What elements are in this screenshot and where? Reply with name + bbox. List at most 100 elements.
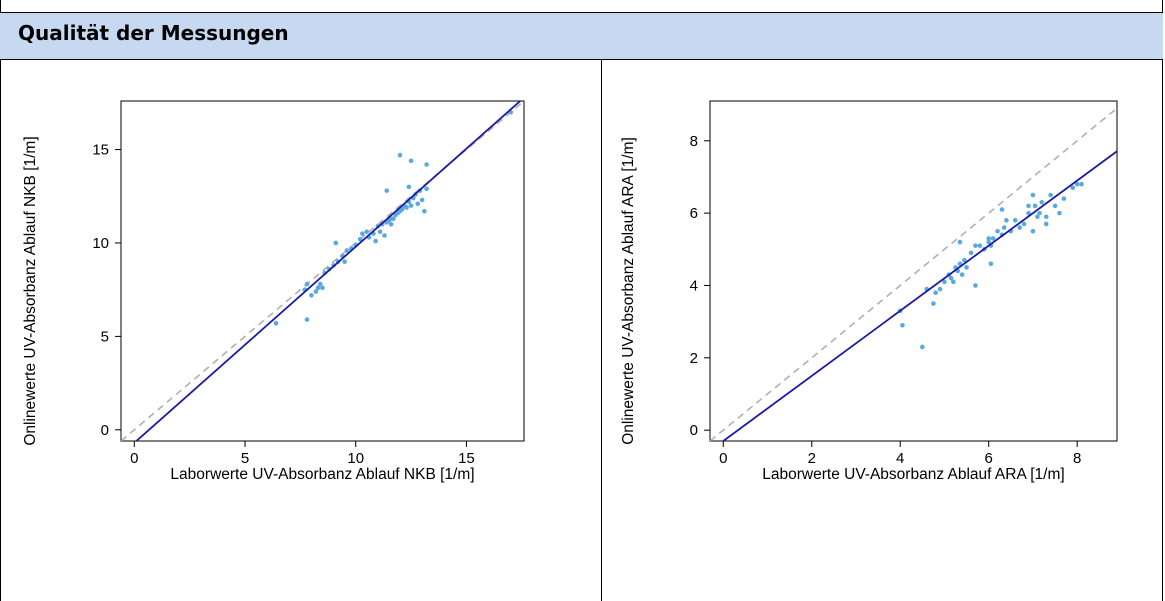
chart-panel-ara: 0 2 4 6 8 0 2 4 6 8 Laborwerte UV-Absorbanz Ablauf…	[612, 61, 1165, 501]
data-point	[1032, 203, 1038, 209]
x-tick-label: 15	[458, 450, 475, 467]
data-point	[1012, 218, 1018, 223]
data-point	[315, 285, 321, 291]
data-point	[962, 257, 967, 263]
data-point	[1039, 199, 1045, 205]
data-point	[1037, 210, 1042, 216]
y-tick-label: 6	[690, 205, 698, 222]
data-point	[1074, 181, 1080, 187]
data-point	[388, 221, 394, 227]
data-point	[373, 238, 378, 244]
y-axis-label: Onlinewerte UV-Absorbanz Ablauf ARA [1/m…	[620, 137, 637, 445]
data-point	[1052, 203, 1058, 209]
data-point	[948, 275, 954, 281]
data-point	[920, 344, 925, 350]
y-tick-label: 10	[92, 235, 109, 252]
data-point	[320, 285, 325, 291]
x-tick-label: 6	[985, 450, 993, 467]
regression-line	[721, 150, 1117, 441]
data-point	[900, 322, 905, 328]
data-point	[360, 231, 365, 236]
data-point	[408, 158, 414, 164]
x-tick-label: 2	[808, 450, 816, 467]
data-point	[977, 243, 983, 248]
data-point	[1030, 228, 1036, 234]
y-tick-label: 15	[92, 142, 109, 159]
data-point	[1035, 214, 1040, 220]
data-point	[937, 286, 943, 292]
data-point	[988, 261, 994, 267]
data-point	[384, 188, 390, 193]
data-point	[1030, 192, 1036, 198]
data-point	[973, 283, 978, 288]
identity-line	[121, 101, 524, 441]
data-point	[304, 317, 310, 322]
data-point	[990, 236, 996, 241]
section-header: Qualität der Messungen	[0, 12, 1163, 60]
data-point	[1070, 185, 1076, 191]
data-point	[424, 186, 429, 192]
data-point	[309, 292, 314, 298]
data-point	[333, 240, 339, 246]
data-point	[397, 152, 403, 158]
data-point	[317, 281, 323, 287]
data-point	[1043, 214, 1049, 220]
data-point	[1061, 196, 1067, 201]
data-point	[1026, 203, 1031, 209]
y-tick-label: 8	[690, 133, 698, 150]
data-point	[344, 248, 350, 253]
data-point	[404, 205, 409, 210]
data-point	[986, 236, 992, 241]
y-tick-label: 4	[690, 277, 698, 294]
section-title: Qualität der Messungen	[18, 21, 289, 45]
x-axis-label: Laborwerte UV-Absorbanz Ablauf NKB [1/m]	[170, 466, 474, 483]
data-point	[1057, 210, 1062, 216]
data-point	[342, 259, 347, 264]
data-point	[931, 301, 936, 306]
data-point	[406, 184, 412, 190]
panel-divider	[601, 60, 602, 601]
data-point	[313, 289, 319, 294]
data-point	[995, 228, 1000, 234]
data-point	[273, 321, 279, 326]
regression-line	[135, 101, 522, 441]
data-point	[951, 279, 956, 285]
data-point	[999, 207, 1005, 212]
data-point	[1079, 181, 1084, 187]
data-point	[957, 239, 963, 245]
y-tick-label: 0	[101, 422, 109, 439]
data-point	[1043, 221, 1049, 227]
plot-box	[120, 100, 525, 442]
data-point	[1004, 218, 1009, 223]
x-tick-label: 10	[347, 450, 364, 467]
y-tick-label: 5	[101, 328, 109, 345]
data-point	[377, 229, 383, 235]
data-point	[1026, 210, 1031, 216]
scatter-chart-ara: 0 2 4 6 8 0 2 4 6 8 Laborwerte UV-Absorbanz Ablauf…	[620, 100, 1118, 483]
data-point	[364, 229, 370, 235]
x-tick-label: 5	[241, 450, 249, 467]
data-point	[1017, 225, 1022, 230]
data-point	[1001, 225, 1007, 230]
data-point	[304, 281, 310, 287]
data-point	[399, 207, 405, 212]
data-point	[415, 201, 421, 207]
data-point	[968, 250, 974, 256]
data-point	[382, 233, 387, 238]
data-point	[424, 162, 429, 167]
data-point	[964, 265, 969, 270]
data-point	[933, 290, 938, 296]
x-axis-label: Laborwerte UV-Absorbanz Ablauf ARA [1/m]	[762, 466, 1064, 483]
data-point	[959, 272, 965, 277]
x-tick-label: 8	[1073, 450, 1081, 467]
chart-panel-nkb: 0 5 10 15 0 5 10 15 Laborwerte UV-Absorbanz Abla…	[14, 61, 594, 501]
x-tick-label: 0	[130, 450, 138, 467]
x-tick-label: 4	[896, 450, 904, 467]
plot-box	[709, 100, 1118, 442]
data-point	[422, 208, 427, 214]
y-axis-label: Onlinewerte UV-Absorbanz Ablauf NKB [1/m…	[22, 136, 39, 445]
y-tick-label: 2	[690, 350, 698, 367]
data-point	[986, 239, 992, 245]
